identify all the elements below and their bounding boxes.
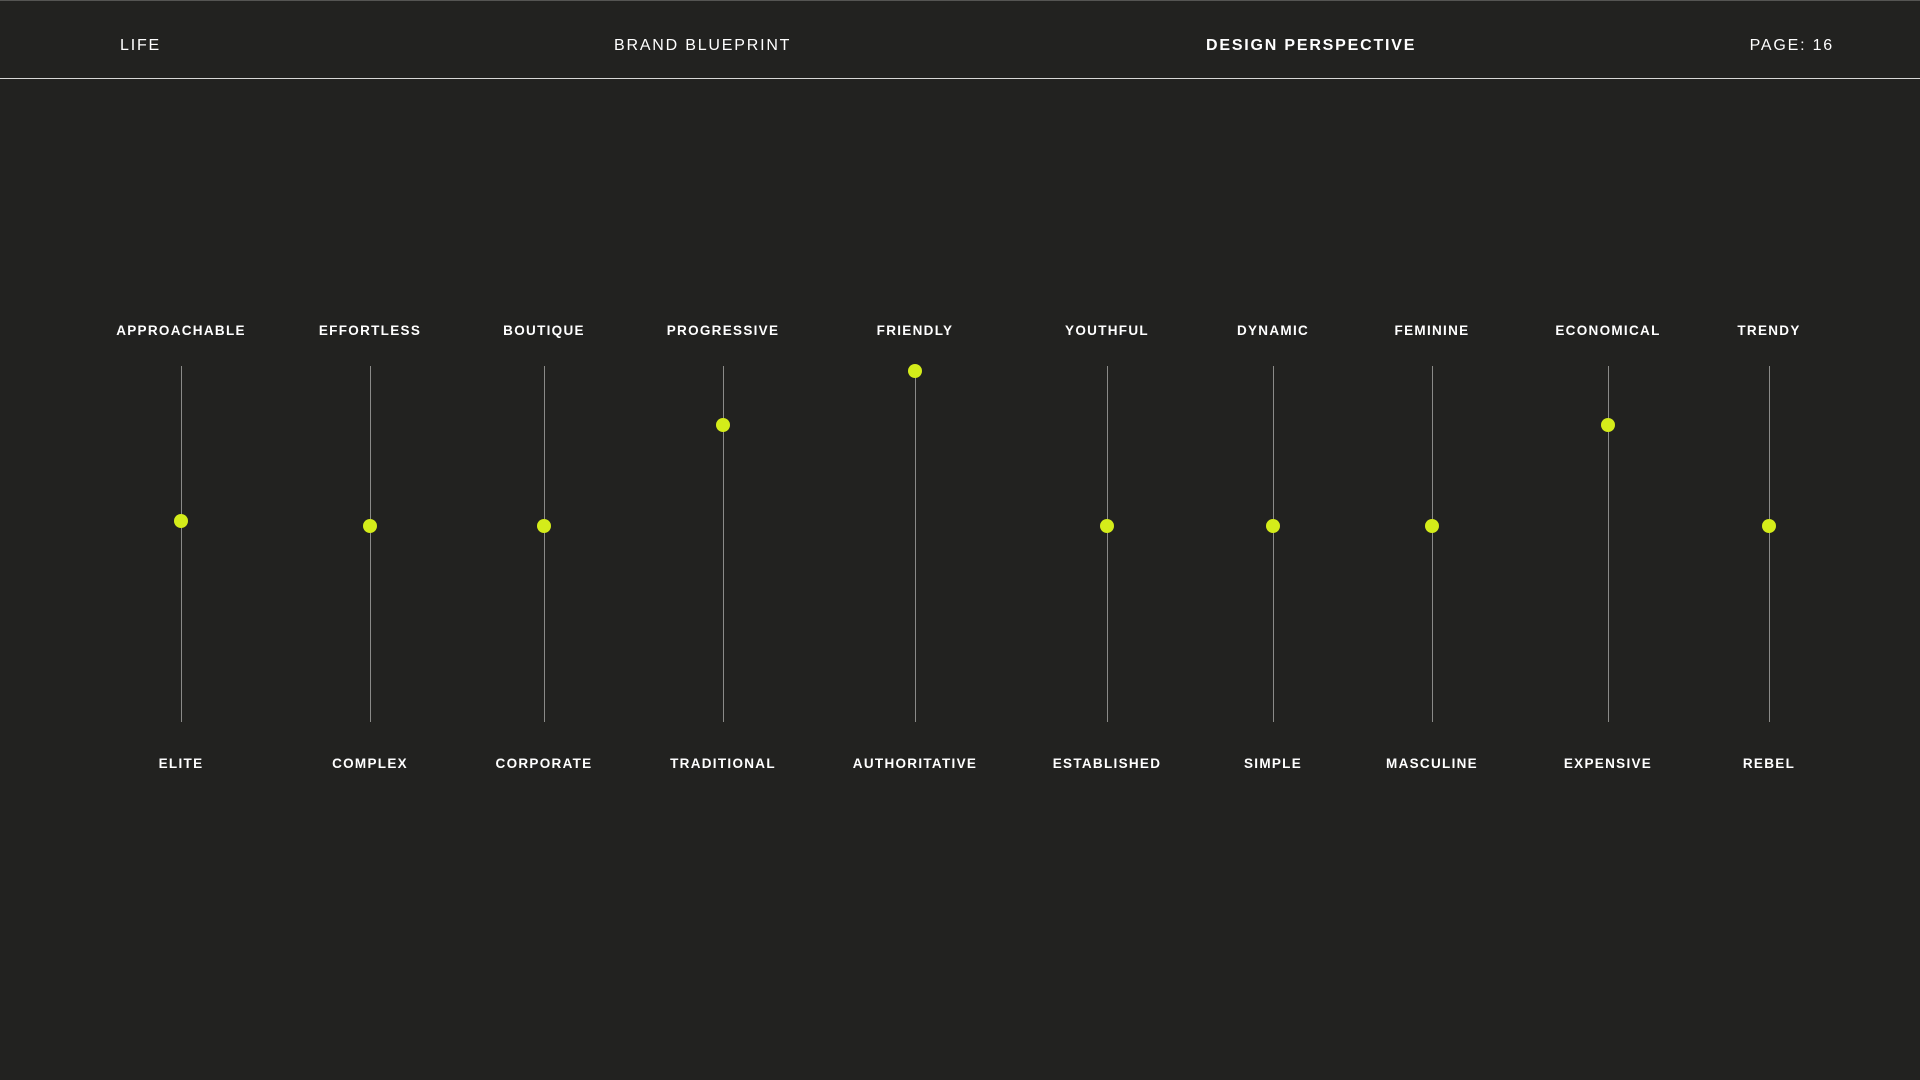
scale-marker[interactable] bbox=[1266, 519, 1280, 534]
scale-track bbox=[914, 366, 916, 722]
scale-track bbox=[543, 366, 545, 722]
scale-bottom-label: MASCULINE bbox=[1386, 756, 1478, 771]
scale-bottom-label: COMPLEX bbox=[332, 756, 408, 771]
scale-marker[interactable] bbox=[1425, 519, 1439, 534]
scale-track bbox=[1768, 366, 1770, 722]
scale-track bbox=[1431, 366, 1433, 722]
scale-marker[interactable] bbox=[1601, 417, 1615, 432]
scale-top-label: YOUTHFUL bbox=[1065, 323, 1149, 338]
scale-top-label: DYNAMIC bbox=[1236, 323, 1310, 338]
scale-bottom-label: AUTHORITATIVE bbox=[852, 756, 978, 771]
scale-top-label: APPROACHABLE bbox=[116, 323, 246, 338]
scale-top-label: ECONOMICAL bbox=[1555, 323, 1661, 338]
scale-top-label: PROGRESSIVE bbox=[666, 323, 780, 338]
scale-marker[interactable] bbox=[537, 519, 551, 534]
header-bar: LIFE BRAND BLUEPRINT DESIGN PERSPECTIVE … bbox=[0, 0, 1920, 79]
scale-marker[interactable] bbox=[363, 519, 377, 534]
scale-marker[interactable] bbox=[1762, 519, 1776, 534]
scale-track bbox=[722, 366, 724, 722]
scale-marker[interactable] bbox=[174, 513, 188, 528]
scale-marker[interactable] bbox=[1100, 519, 1114, 534]
scale-bottom-label: REBEL bbox=[1742, 756, 1796, 771]
scale-top-label: TRENDY bbox=[1737, 323, 1801, 338]
page-number: PAGE: 16 bbox=[1749, 37, 1834, 54]
scale-marker[interactable] bbox=[716, 417, 730, 432]
header-section-title: DESIGN PERSPECTIVE bbox=[1206, 37, 1417, 54]
scale-top-label: FEMININE bbox=[1394, 323, 1470, 338]
scale-top-label: EFFORTLESS bbox=[318, 323, 422, 338]
scale-track bbox=[369, 366, 371, 722]
scale-top-label: BOUTIQUE bbox=[503, 323, 585, 338]
scale-bottom-label: ELITE bbox=[158, 756, 204, 771]
scale-track bbox=[180, 366, 182, 722]
header-left-label: LIFE bbox=[120, 37, 161, 54]
scale-bottom-label: ESTABLISHED bbox=[1052, 756, 1162, 771]
scale-bottom-label: TRADITIONAL bbox=[670, 756, 776, 771]
header-brand-title: BRAND BLUEPRINT bbox=[614, 37, 792, 54]
scale-marker[interactable] bbox=[908, 364, 922, 379]
scale-top-label: FRIENDLY bbox=[876, 323, 954, 338]
scale-bottom-label: SIMPLE bbox=[1243, 756, 1303, 771]
scale-bottom-label: EXPENSIVE bbox=[1563, 756, 1653, 771]
scale-bottom-label: CORPORATE bbox=[495, 756, 593, 771]
scale-track bbox=[1607, 366, 1609, 722]
scale-track bbox=[1272, 366, 1274, 722]
scale-track bbox=[1106, 366, 1108, 722]
